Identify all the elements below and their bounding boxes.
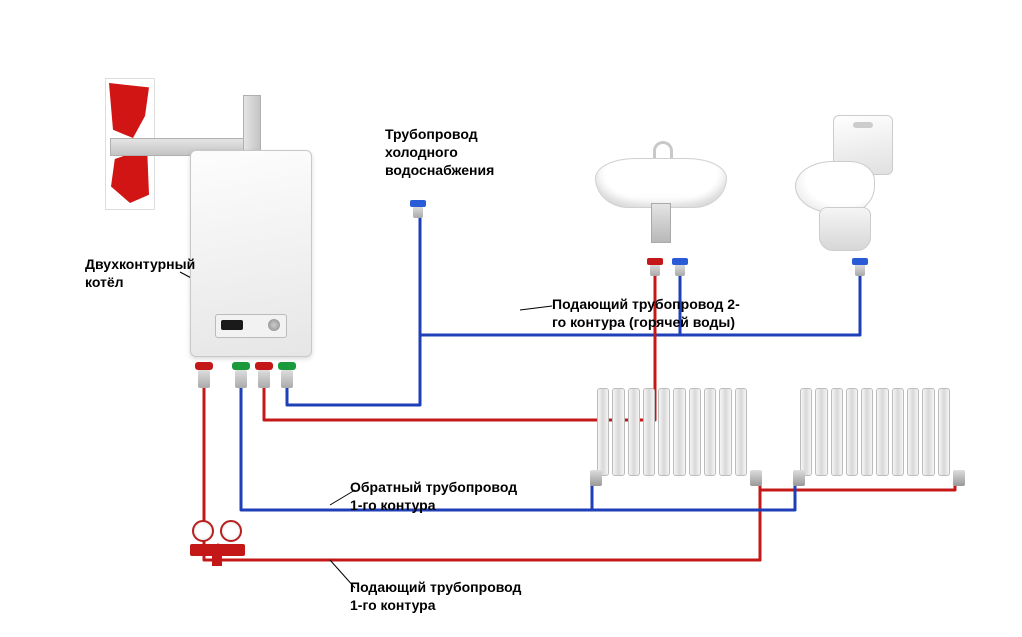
radiator-fin [704,388,716,476]
radiator-fin [673,388,685,476]
safety-group [190,520,245,560]
boiler-control-panel [215,314,287,338]
pipe-circuit1_return_branch [592,478,795,510]
radiator-2 [800,388,950,476]
radiator-valve-2 [793,470,805,486]
sink-fixture [595,153,725,243]
radiator-fin [658,388,670,476]
radiator-fin [846,388,858,476]
toilet-bowl [795,161,875,213]
leader-line-0 [520,306,552,310]
label-boiler: Двухконтурныйкотёл [85,255,195,291]
sink-drain [651,203,671,243]
safety-manifold [190,544,245,556]
pressure-gauge-icon [192,520,214,542]
radiator-fin [643,388,655,476]
radiator-fin [597,388,609,476]
radiator-fin [628,388,640,476]
air-vent-icon [220,520,242,542]
boiler-unit [190,150,312,357]
radiator-fin [876,388,888,476]
boiler-valve-3 [278,360,296,388]
radiator-fin [907,388,919,476]
label-cold-supply: Трубопроводхолодноговодоснабжения [385,125,494,180]
radiator-fin [800,388,812,476]
boiler-valve-2 [255,360,273,388]
fixture-valve-0 [647,258,663,276]
boiler-valve-0 [195,360,213,388]
radiator-valve-0 [590,470,602,486]
radiator-fin [861,388,873,476]
sink-bowl [595,158,727,208]
boiler-valve-1 [232,360,250,388]
radiator-fin [815,388,827,476]
radiator-fin [938,388,950,476]
radiator-valve-3 [953,470,965,486]
radiator-fin [689,388,701,476]
fixture-valve-1 [672,258,688,276]
radiator-fin [735,388,747,476]
label-supply-circuit1: Подающий трубопровод1-го контура [350,578,521,614]
flue-vertical [243,95,261,155]
radiator-fin [831,388,843,476]
label-return-circuit1: Обратный трубопровод1-го контура [350,478,517,514]
fixture-valve-2 [852,258,868,276]
radiator-valve-1 [750,470,762,486]
toilet-base [819,207,871,251]
radiator-1 [597,388,747,476]
radiator-fin [612,388,624,476]
radiator-fin [719,388,731,476]
toilet-fixture [795,115,895,255]
radiator-fin [892,388,904,476]
radiator-fin [922,388,934,476]
safety-stem [212,556,222,566]
label-hot-circuit2: Подающий трубопровод 2-го контура (горяч… [552,295,740,331]
cold-supply-valve [410,200,426,218]
